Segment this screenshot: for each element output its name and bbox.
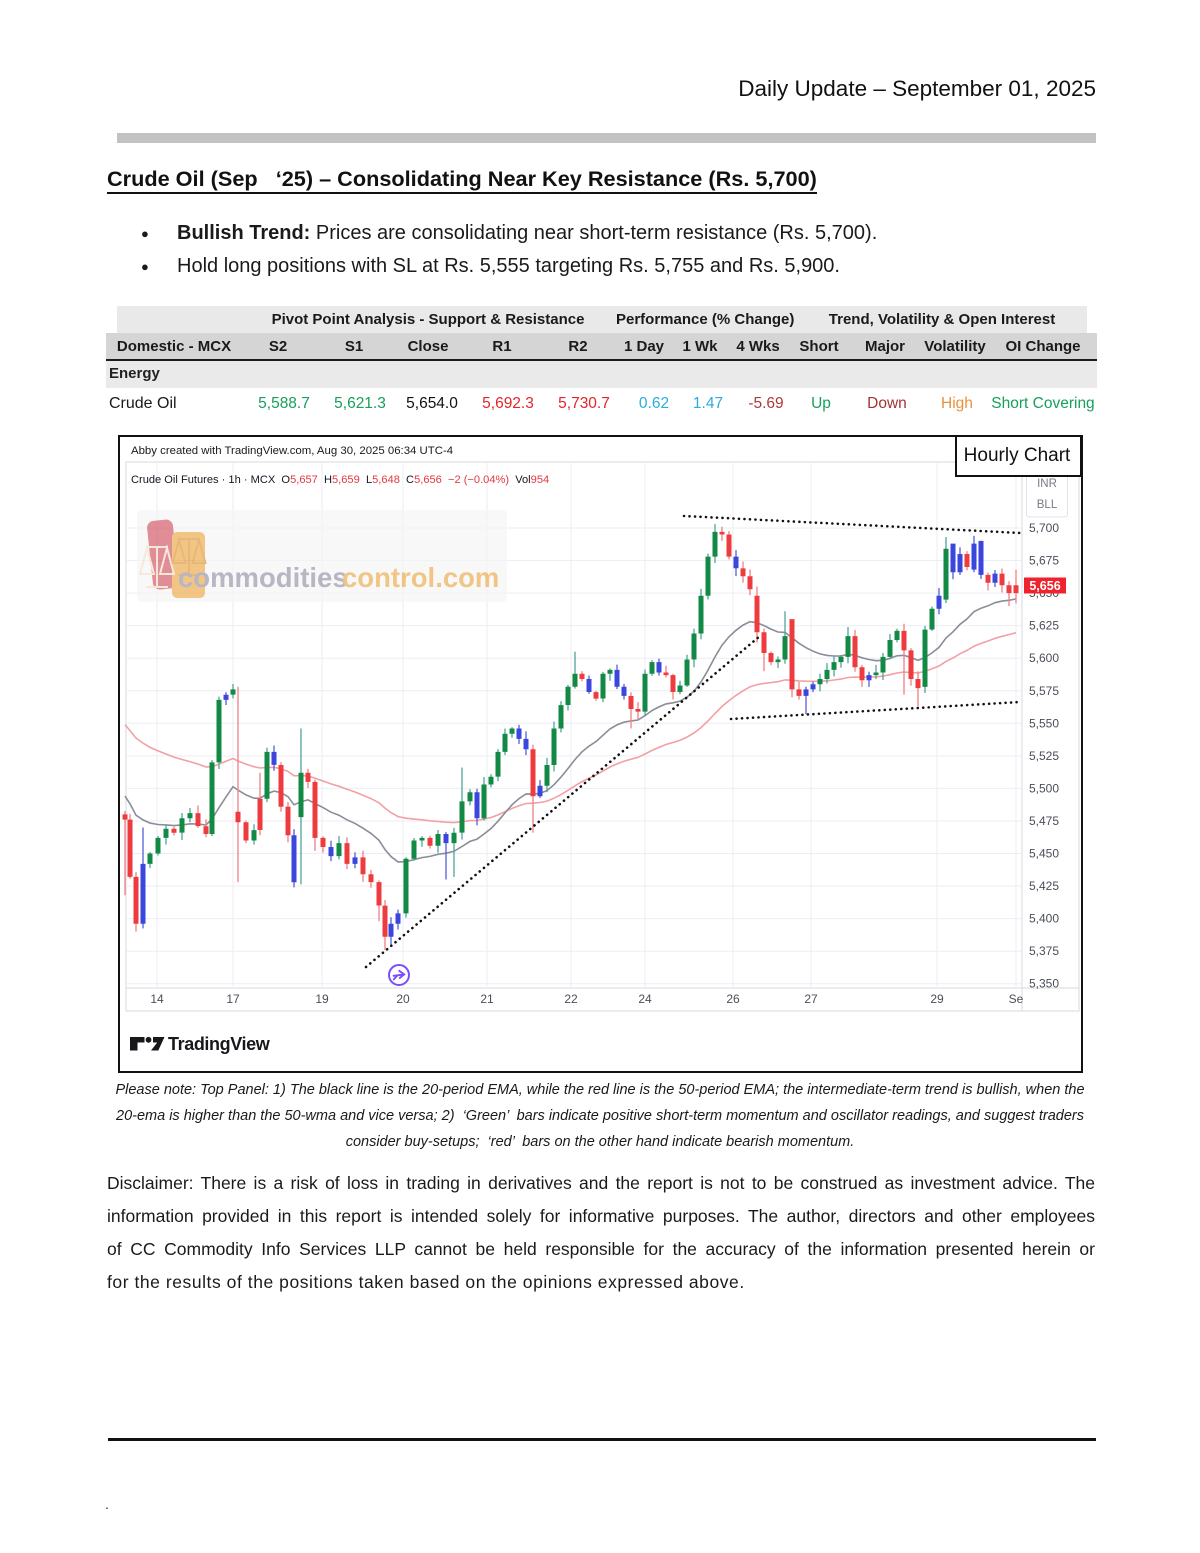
svg-text:Se: Se: [1009, 992, 1024, 1006]
svg-text:24: 24: [638, 992, 652, 1006]
svg-text:Crude Oil Futures · 1h · MCX: Crude Oil Futures · 1h · MCX O5,657 H5,6…: [131, 474, 549, 486]
svg-text:Abby created with TradingView.: Abby created with TradingView.com, Aug 3…: [131, 445, 453, 457]
svg-text:26: 26: [726, 992, 740, 1006]
svg-text:5,550: 5,550: [1029, 716, 1059, 730]
svg-text:5,500: 5,500: [1029, 781, 1059, 795]
svg-text:5,350: 5,350: [1029, 977, 1059, 991]
svg-text:27: 27: [804, 992, 818, 1006]
svg-text:5,675: 5,675: [1029, 554, 1059, 568]
svg-text:5,450: 5,450: [1029, 847, 1059, 861]
svg-text:INR: INR: [1037, 478, 1057, 490]
svg-text:5,525: 5,525: [1029, 749, 1059, 763]
svg-text:5,425: 5,425: [1029, 879, 1059, 893]
svg-text:5,625: 5,625: [1029, 619, 1059, 633]
svg-text:20: 20: [396, 992, 410, 1006]
svg-text:5,656: 5,656: [1029, 579, 1060, 593]
svg-text:Hourly Chart: Hourly Chart: [964, 445, 1071, 466]
svg-text:TradingView: TradingView: [168, 1034, 271, 1054]
svg-text:29: 29: [930, 992, 944, 1006]
svg-text:5,600: 5,600: [1029, 651, 1059, 665]
svg-text:17: 17: [226, 992, 240, 1006]
svg-text:commodities: commodities: [178, 562, 348, 593]
svg-text:control.com: control.com: [342, 562, 499, 593]
svg-text:BLL: BLL: [1037, 499, 1058, 511]
svg-text:5,400: 5,400: [1029, 912, 1059, 926]
svg-text:5,575: 5,575: [1029, 684, 1059, 698]
svg-text:21: 21: [480, 992, 494, 1006]
svg-text:5,475: 5,475: [1029, 814, 1059, 828]
svg-text:19: 19: [315, 992, 329, 1006]
svg-text:22: 22: [564, 992, 578, 1006]
svg-text:5,700: 5,700: [1029, 521, 1059, 535]
svg-text:5,375: 5,375: [1029, 944, 1059, 958]
svg-text:14: 14: [150, 992, 164, 1006]
